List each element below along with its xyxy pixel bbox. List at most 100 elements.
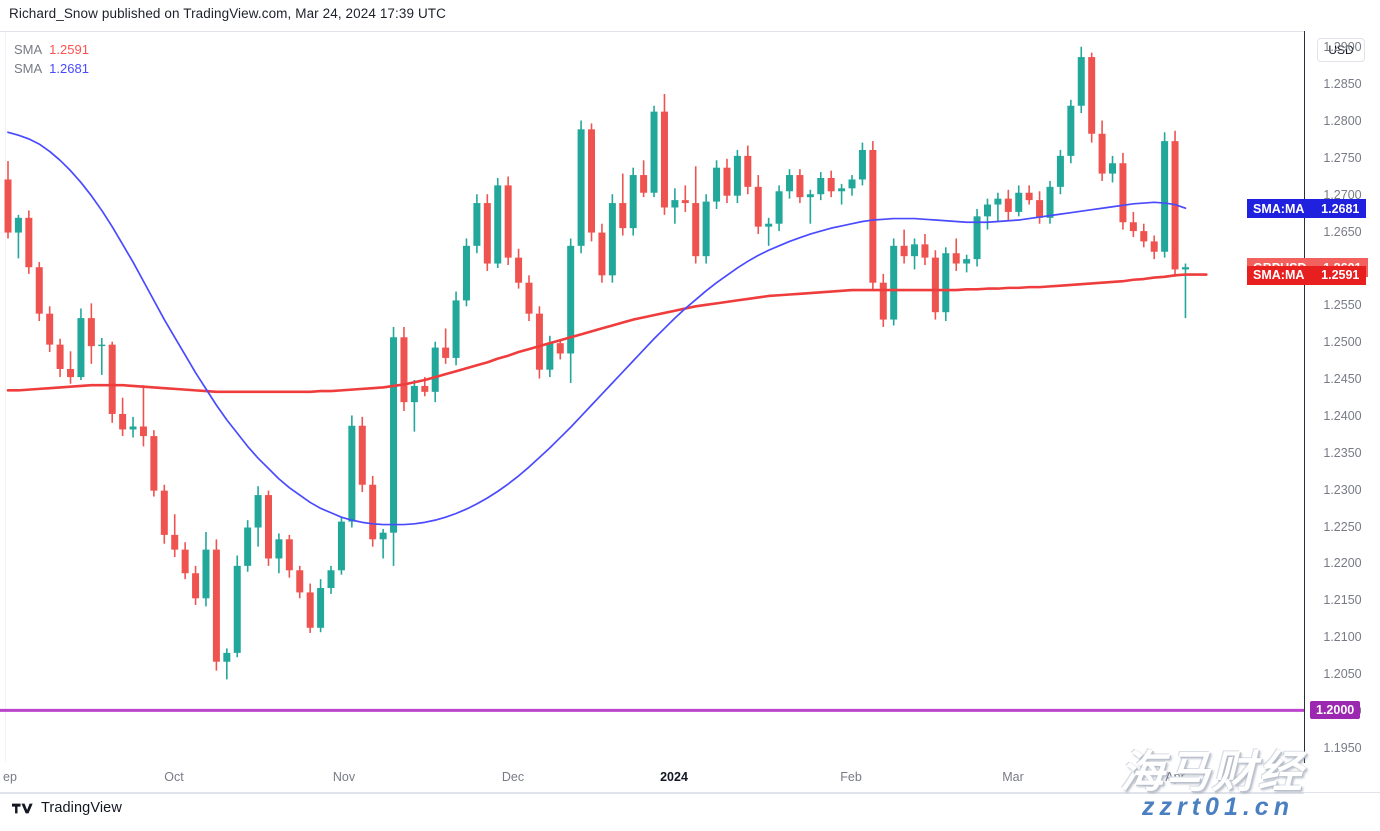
candle-body [285,539,293,571]
legend-value-sma-slow: 1.2591 [49,42,89,57]
candle-body [442,347,450,358]
candlestick-svg [0,46,1304,712]
price-tick: 1.2400 [1323,408,1362,423]
tradingview-logo-icon [12,803,33,813]
price-tick: 1.2150 [1323,593,1362,608]
candle-body [754,186,762,227]
candle-body [306,592,314,628]
legend-label-sma-fast: SMA [14,61,43,76]
candle-body [410,385,418,403]
candle-body [1140,231,1148,242]
candle-body [212,549,220,662]
candle-body [1077,57,1085,106]
candle-body [67,368,75,378]
candle-body [1036,200,1044,218]
candle-body [139,426,147,437]
candle-body [348,425,356,522]
price-tag-value: 1.2000 [1316,703,1355,718]
price-tag-support-line[interactable]: 1.2000 [1310,701,1361,720]
candle-body [473,203,481,246]
time-axis-label: Nov [332,770,356,784]
price-tick: 1.2450 [1323,372,1362,387]
price-tag-label: SMA:MA [1247,199,1311,219]
price-tick: 1.2750 [1323,150,1362,165]
candle-body [390,337,398,533]
candle-body [556,343,564,354]
candle-body [733,155,741,196]
legend-value-sma-fast: 1.2681 [49,61,89,76]
candle-body [1181,267,1189,270]
legend-row-sma-slow[interactable]: SMA 1.2591 [14,40,89,59]
price-tick: 1.2550 [1323,298,1362,313]
candle-body [358,425,366,485]
candle-body [494,185,502,264]
candle-body [921,244,929,258]
candle-body [108,344,116,414]
candle-body [254,495,262,528]
candle-body [1025,192,1033,201]
candle-body [379,532,387,540]
candle-body [827,178,835,192]
price-tick: 1.2650 [1323,224,1362,239]
price-tick: 1.2300 [1323,482,1362,497]
chart-plot-area[interactable] [0,32,1304,762]
currency-unit-badge[interactable]: USD [1317,38,1365,62]
price-tag-value: 1.2591 [1310,265,1367,285]
price-axis[interactable]: USD 1.2900 1.2850 1.2800 1.2750 1.2700 1.2650… [1305,31,1380,763]
candle-body [963,259,971,264]
candle-body [640,175,648,193]
price-tick: 1.2900 [1323,40,1362,55]
price-tick: 1.2700 [1323,187,1362,202]
candle-body [723,167,731,196]
price-tick: 1.2250 [1323,519,1362,534]
time-axis-label: Feb [840,770,862,784]
candle-body [160,490,168,535]
candle-body [1129,222,1137,232]
legend-row-sma-fast[interactable]: SMA 1.2681 [14,59,89,78]
candle-body [1161,141,1169,252]
time-axis-label: Oct [164,770,184,784]
candle-body [775,191,783,224]
price-tag-sma-ma-2[interactable]: SMA:MA 1.2591 [1247,265,1367,285]
candle-body [952,253,960,264]
sma-fast-line[interactable] [7,131,1187,526]
candle-body [692,203,700,257]
legend-label-sma-slow: SMA [14,42,43,57]
candle-body [171,534,179,550]
candle-body [786,175,793,192]
candle-body [14,217,22,233]
price-tag-sma-ma-0[interactable]: SMA:MA 1.2681 [1247,199,1367,219]
candle-body [1056,155,1064,187]
candle-body [546,343,554,370]
price-tick: 1.1950 [1323,740,1362,755]
candle-body [858,149,866,180]
candle-body [233,565,241,653]
plot-left-edge [5,32,6,762]
candle-body [973,216,981,260]
candle-body [483,203,491,264]
candle-body [629,175,637,229]
candle-body [181,549,189,574]
candle-body [504,185,512,258]
price-tick: 1.2800 [1323,113,1362,128]
price-tick: 1.2050 [1323,667,1362,681]
candle-body [619,203,627,229]
sma-slow-line[interactable] [6,273,1208,394]
candle-body [4,179,12,233]
candle-body [25,217,33,268]
candle-body [1150,241,1158,252]
candle-body [400,337,408,403]
candle-body [119,413,127,430]
candle-body [431,347,439,392]
candle-body [244,527,252,566]
candle-body [46,313,54,345]
time-axis[interactable]: ep Oct Nov Dec 2024 Feb Mar Apr [0,763,1304,794]
candle-body [879,282,887,320]
price-tick: 1.2350 [1323,445,1362,460]
candle-body [129,426,137,430]
candle-body [983,204,991,217]
candle-body [56,344,64,369]
price-tick: 1.2200 [1323,556,1362,571]
candle-body [202,549,210,599]
